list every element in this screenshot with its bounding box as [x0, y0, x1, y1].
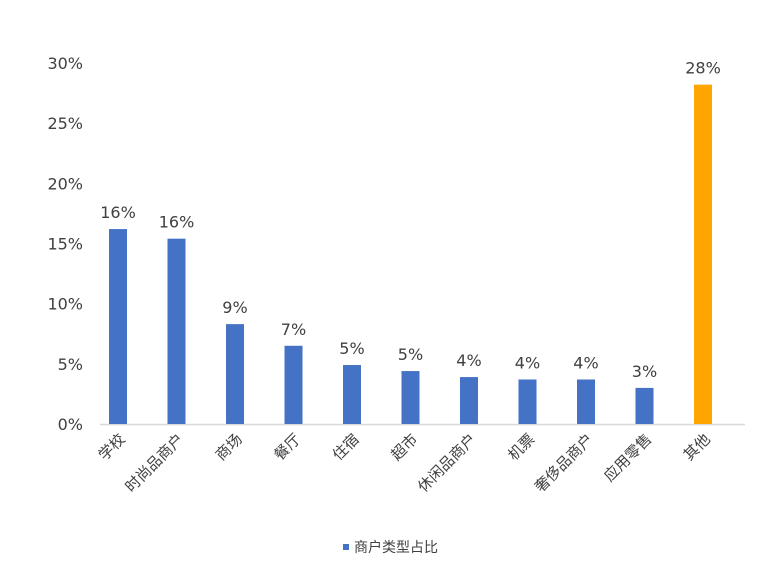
bar-4 — [343, 365, 361, 424]
data-label: 16% — [159, 213, 195, 232]
x-tick-label: 休闲品商户 — [414, 430, 480, 496]
bar-10 — [694, 84, 712, 424]
bar-9 — [635, 387, 654, 424]
legend-label: 商户类型占比 — [354, 539, 438, 556]
data-label: 4% — [515, 353, 540, 372]
y-tick-label: 10% — [47, 295, 83, 314]
bar-2 — [226, 324, 244, 424]
x-tick-label: 机票 — [504, 430, 538, 464]
bar-0 — [109, 229, 127, 424]
y-tick-label: 20% — [47, 174, 83, 193]
data-label: 28% — [685, 59, 721, 78]
data-label: 16% — [100, 203, 136, 222]
y-tick-label: 5% — [58, 355, 83, 374]
data-label: 5% — [339, 339, 364, 358]
y-tick-label: 0% — [58, 415, 83, 434]
data-label: 4% — [456, 351, 481, 370]
data-label: 7% — [281, 320, 306, 339]
x-tick-label: 商场 — [212, 430, 246, 464]
bar-3 — [284, 345, 303, 424]
x-tick-label: 其他 — [680, 430, 714, 464]
data-label: 9% — [222, 298, 247, 317]
data-label: 5% — [398, 345, 423, 364]
x-tick-label: 住宿 — [329, 430, 363, 464]
x-tick-label: 超市 — [387, 430, 421, 464]
y-tick-label: 15% — [47, 235, 83, 254]
data-label: 4% — [573, 353, 598, 372]
y-tick-label: 25% — [47, 114, 83, 133]
y-tick-label: 30% — [47, 54, 83, 73]
bar-5 — [401, 371, 420, 424]
x-tick-label: 奢侈品商户 — [531, 430, 597, 496]
data-label: 3% — [632, 362, 657, 381]
bar-1 — [167, 238, 186, 424]
legend-marker — [343, 544, 349, 550]
x-tick-label: 时尚品商户 — [122, 430, 188, 496]
x-tick-label: 餐厅 — [270, 430, 304, 464]
x-tick-label: 学校 — [95, 430, 129, 464]
bar-6 — [460, 377, 478, 424]
bar-8 — [577, 379, 595, 424]
bar-7 — [518, 379, 537, 424]
x-tick-label: 应用零售 — [600, 430, 655, 485]
